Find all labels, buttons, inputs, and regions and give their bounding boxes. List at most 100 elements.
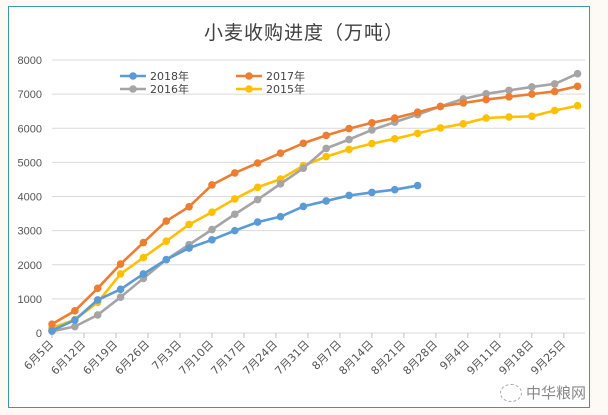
data-point (139, 238, 148, 247)
data-point (116, 285, 125, 294)
x-tick-label: 7月17日 (208, 338, 248, 378)
x-tick-label: 7月10日 (176, 338, 216, 378)
data-point (116, 270, 125, 278)
data-point (71, 322, 79, 331)
x-tick-label: 7月31日 (272, 338, 312, 378)
data-point (505, 86, 513, 95)
x-tick-label: 9月18日 (496, 338, 536, 378)
series-line-2017年 (51, 85, 578, 326)
y-tick-label: 3000 (18, 226, 42, 238)
data-point (413, 129, 422, 138)
legend-label: 2018年 (150, 69, 189, 83)
data-point (345, 135, 353, 144)
data-point (390, 135, 399, 143)
data-point (162, 255, 171, 264)
series-line-2016年 (51, 72, 579, 333)
x-tick-label: 8月14日 (336, 338, 376, 378)
legend-label: 2016年 (150, 82, 189, 96)
data-point (253, 195, 262, 204)
data-point (208, 208, 216, 216)
watermark-text: 中华粮网 (525, 384, 586, 402)
data-point (573, 69, 582, 78)
data-point (231, 169, 239, 177)
legend-marker (129, 72, 137, 80)
data-point (276, 212, 285, 221)
data-point (208, 225, 216, 234)
data-point (162, 217, 171, 225)
x-tick-label: 8月28日 (400, 338, 440, 378)
data-point (93, 284, 102, 293)
data-point (390, 185, 399, 194)
legend-label: 2017年 (266, 69, 305, 83)
data-point (231, 195, 239, 203)
data-point (482, 114, 490, 122)
data-point (71, 307, 79, 315)
data-point (322, 152, 331, 161)
data-point (93, 311, 102, 319)
data-point (505, 113, 513, 121)
legend-marker (129, 85, 137, 93)
y-tick-label: 1000 (18, 294, 42, 306)
data-point (528, 90, 536, 98)
data-point (93, 296, 102, 304)
y-tick-label: 7000 (18, 89, 42, 101)
data-point (322, 197, 331, 205)
data-point (573, 82, 582, 91)
data-point (71, 316, 79, 324)
x-tick-label: 9月25日 (528, 338, 568, 378)
data-point (231, 226, 239, 235)
data-point (276, 149, 285, 157)
data-point (528, 83, 536, 91)
chart-title: 小麦收购进度（万吨） (203, 22, 404, 44)
data-point (413, 181, 422, 190)
x-tick-label: 6月26日 (112, 338, 152, 378)
data-point (368, 188, 376, 197)
data-point (482, 89, 490, 98)
data-point (436, 124, 445, 132)
data-point (185, 202, 193, 211)
data-point (253, 183, 262, 192)
data-point (322, 144, 331, 153)
data-point (139, 253, 148, 262)
data-point (299, 139, 308, 148)
data-point (368, 139, 376, 148)
data-point (345, 124, 353, 133)
data-point (550, 106, 559, 115)
legend-marker (245, 72, 253, 80)
wechat-icon (499, 383, 522, 402)
x-tick-label: 9月11日 (464, 338, 504, 378)
data-point (276, 180, 285, 188)
data-point (139, 270, 148, 278)
y-tick-label: 5000 (18, 157, 42, 169)
y-tick-label: 6000 (18, 123, 42, 135)
data-point (345, 191, 353, 200)
y-tick-label: 8000 (18, 55, 42, 67)
data-point (253, 218, 262, 226)
data-point (459, 99, 468, 107)
data-point (322, 131, 331, 140)
data-point (436, 102, 445, 111)
data-point (573, 101, 582, 110)
data-point (413, 108, 422, 117)
data-point (208, 181, 216, 189)
y-tick-label: 4000 (18, 192, 42, 204)
data-point (253, 159, 262, 167)
data-point (368, 126, 376, 134)
data-point (299, 164, 308, 172)
data-point (528, 112, 536, 121)
data-point (185, 244, 193, 252)
data-point (231, 210, 239, 219)
data-point (208, 236, 216, 244)
data-point (550, 87, 559, 96)
data-point (482, 95, 490, 104)
data-point (390, 114, 399, 122)
legend-marker (245, 85, 253, 93)
data-point (48, 320, 56, 328)
data-point (116, 293, 125, 301)
x-tick-label: 7月24日 (240, 338, 280, 378)
x-tick-label: 6月12日 (49, 338, 89, 378)
data-point (505, 93, 513, 101)
data-point (368, 118, 376, 127)
data-point (162, 237, 171, 246)
